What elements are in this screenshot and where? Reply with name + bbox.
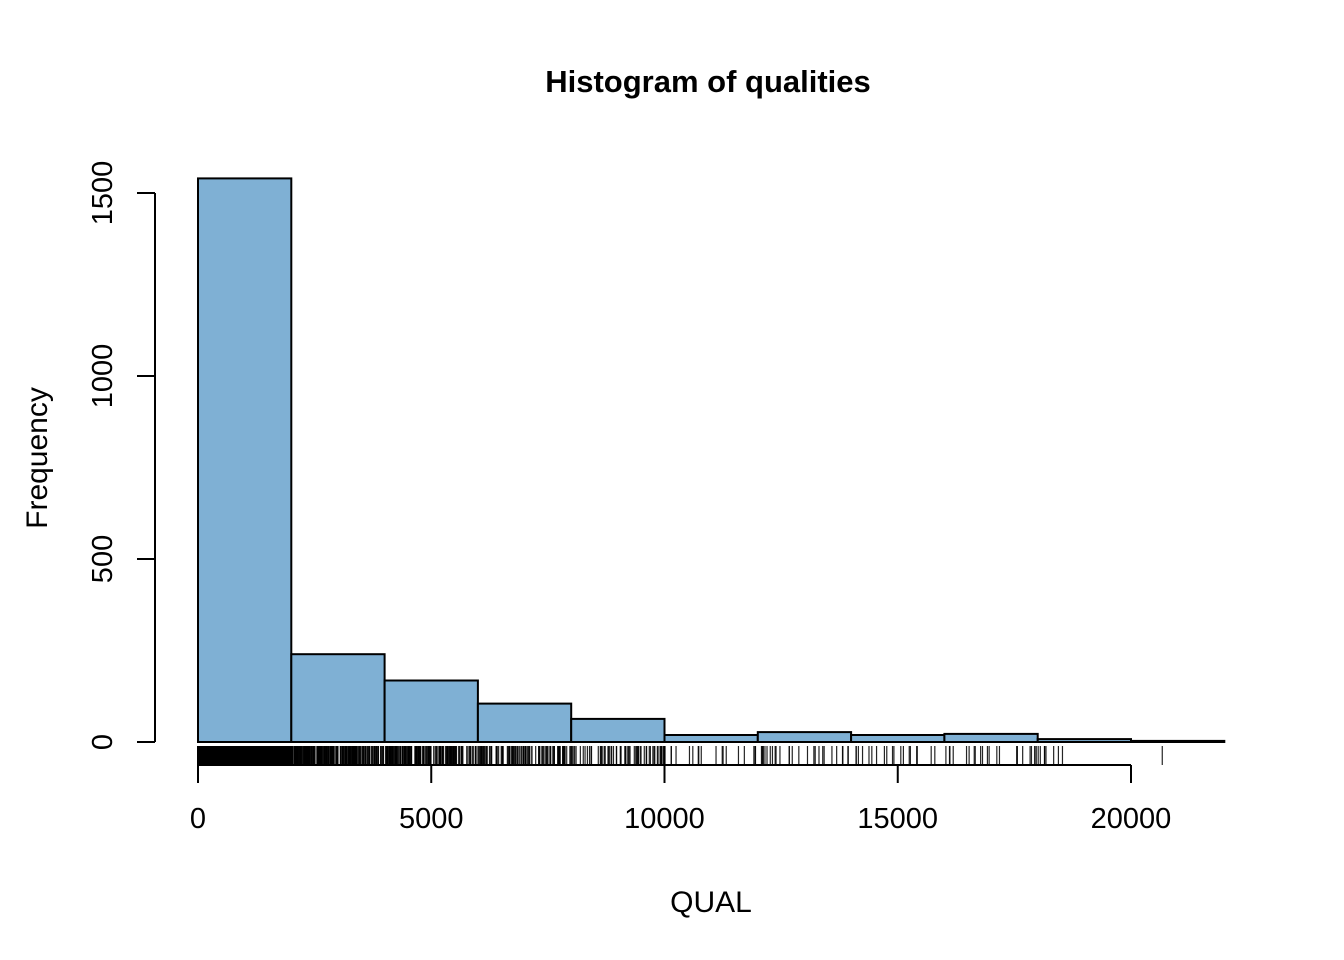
y-tick-label: 1500 [87, 161, 119, 226]
y-axis: 0 500 1000 1500 [87, 161, 156, 750]
x-tick-label: 15000 [857, 803, 938, 835]
bars-group [197, 177, 1226, 744]
x-axis-title: QUAL [670, 886, 752, 919]
x-tick-label: 20000 [1091, 803, 1172, 835]
x-tick-label: 0 [190, 803, 206, 835]
x-tick-label: 10000 [624, 803, 705, 835]
histogram-bar [850, 734, 946, 743]
histogram-bar [383, 679, 479, 743]
histogram-bar [290, 653, 386, 744]
chart-title: Histogram of qualities [545, 64, 871, 99]
y-axis-title: Frequency [21, 387, 54, 529]
y-tick-label: 500 [87, 535, 119, 583]
y-tick-label: 0 [87, 734, 119, 750]
x-tick-label: 5000 [399, 803, 464, 835]
histogram-bar [476, 702, 573, 743]
histogram-bar [663, 734, 759, 743]
histogram-bar [1130, 739, 1226, 744]
histogram-bar [1036, 738, 1132, 743]
x-axis: 0 5000 10000 15000 20000 [190, 764, 1172, 835]
histogram-bar [756, 731, 853, 743]
rug-group [197, 746, 1163, 765]
histogram-bar [197, 177, 293, 743]
histogram-bar [943, 732, 1039, 744]
y-tick-label: 1000 [87, 344, 119, 409]
histogram-bar [570, 717, 666, 744]
